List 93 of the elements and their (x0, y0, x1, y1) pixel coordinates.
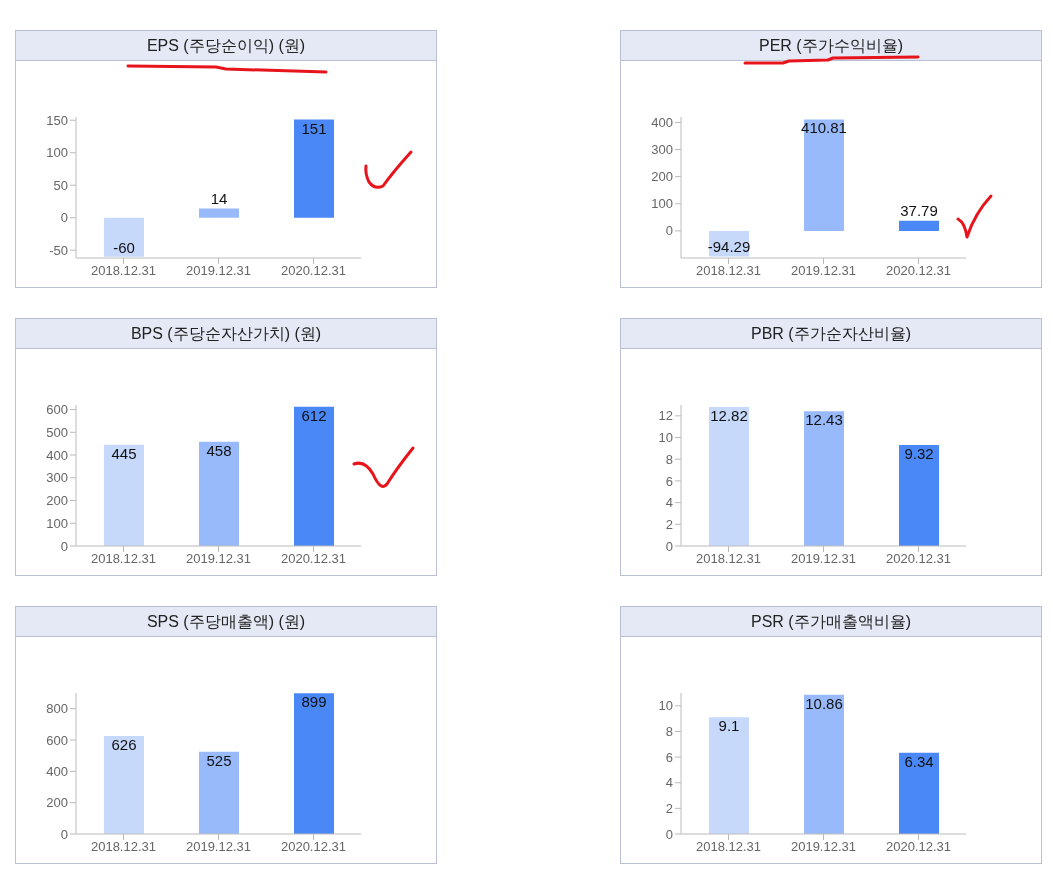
x-tick-label: 2019.12.31 (185, 263, 252, 279)
y-tick-label: 50 (53, 177, 68, 193)
x-tick-label: 2019.12.31 (185, 839, 252, 855)
y-tick-label: 0 (60, 826, 68, 842)
data-label: 12.82 (710, 406, 748, 424)
y-tick-label: 0 (665, 538, 673, 554)
x-tick-label: 2019.12.31 (185, 551, 252, 567)
data-label: 9.1 (718, 717, 740, 735)
data-label: 151 (301, 119, 327, 137)
y-tick-label: 8 (665, 724, 673, 740)
y-tick-label: 8 (665, 451, 673, 467)
bar (294, 119, 334, 218)
bar (294, 693, 334, 834)
x-tick-label: 2018.12.31 (695, 551, 762, 567)
bar (709, 717, 749, 834)
y-tick-label: 6 (665, 473, 673, 489)
data-label: 410.81 (801, 119, 847, 137)
data-label: 626 (111, 735, 137, 753)
y-tick-label: 100 (651, 196, 673, 212)
bar (104, 217, 144, 257)
data-label: 525 (206, 751, 232, 769)
x-tick-label: 2020.12.31 (280, 839, 347, 855)
bar (804, 411, 844, 546)
x-tick-label: 2018.12.31 (90, 839, 157, 855)
y-tick-label: 500 (46, 424, 68, 440)
y-tick-label: 100 (46, 515, 68, 531)
y-tick-label: -50 (49, 242, 68, 258)
x-tick-label: 2019.12.31 (790, 839, 857, 855)
y-tick-label: 800 (46, 701, 68, 717)
data-label: 37.79 (900, 201, 938, 219)
data-label: -60 (113, 238, 135, 256)
y-tick-label: 300 (651, 142, 673, 158)
y-tick-label: 400 (651, 115, 673, 131)
x-tick-label: 2019.12.31 (790, 551, 857, 567)
y-tick-label: 400 (46, 447, 68, 463)
x-tick-label: 2019.12.31 (790, 263, 857, 279)
y-tick-label: 150 (46, 112, 68, 128)
y-tick-label: 0 (60, 538, 68, 554)
data-label: 899 (301, 693, 327, 711)
bar (199, 441, 239, 546)
x-tick-label: 2020.12.31 (280, 263, 347, 279)
x-tick-label: 2018.12.31 (90, 551, 157, 567)
x-tick-label: 2018.12.31 (90, 263, 157, 279)
y-tick-label: 600 (46, 402, 68, 418)
y-tick-label: 600 (46, 732, 68, 748)
bar (104, 735, 144, 834)
chart-title: EPS (주당순이익) (원) (146, 37, 306, 54)
bar (199, 751, 239, 834)
bar (804, 694, 844, 834)
y-tick-label: 4 (665, 495, 673, 511)
chart-title: PER (주가수익비율) (759, 37, 903, 54)
bar (899, 220, 939, 231)
y-tick-label: 10 (658, 430, 673, 446)
x-tick-label: 2020.12.31 (885, 839, 952, 855)
x-tick-label: 2018.12.31 (695, 839, 762, 855)
bar (899, 444, 939, 546)
y-tick-label: 0 (665, 826, 673, 842)
bar (709, 406, 749, 546)
data-label: 445 (111, 444, 137, 462)
x-tick-label: 2020.12.31 (885, 551, 952, 567)
bar (199, 208, 239, 218)
chart-title: SPS (주당매출액) (원) (146, 613, 306, 630)
chart-title: PSR (주가매출액비율) (751, 613, 911, 630)
y-tick-label: 2 (665, 516, 673, 532)
data-label: 9.32 (904, 444, 934, 462)
x-tick-label: 2020.12.31 (885, 263, 952, 279)
chart-title: BPS (주당순자산가치) (원) (130, 325, 322, 342)
data-label: 612 (301, 406, 327, 424)
data-label: 10.86 (805, 694, 843, 712)
y-tick-label: 0 (60, 210, 68, 226)
bar (104, 444, 144, 546)
data-label: 458 (206, 441, 232, 459)
y-tick-label: 200 (651, 169, 673, 185)
y-tick-label: 2 (665, 800, 673, 816)
data-label: 12.43 (805, 411, 843, 429)
y-tick-label: 200 (46, 493, 68, 509)
y-tick-label: 6 (665, 749, 673, 765)
y-tick-label: 200 (46, 795, 68, 811)
y-tick-label: 0 (665, 223, 673, 239)
y-tick-label: 300 (46, 470, 68, 486)
y-tick-label: 12 (658, 408, 673, 424)
y-tick-label: 400 (46, 763, 68, 779)
x-tick-label: 2020.12.31 (280, 551, 347, 567)
y-tick-label: 100 (46, 145, 68, 161)
chart-title: PBR (주가순자산비율) (751, 325, 911, 342)
y-tick-label: 4 (665, 775, 673, 791)
bar (294, 406, 334, 546)
data-label: 6.34 (904, 752, 934, 770)
data-label: -94.29 (707, 238, 751, 256)
x-tick-label: 2018.12.31 (695, 263, 762, 279)
y-tick-label: 10 (658, 698, 673, 714)
data-label: 14 (210, 189, 228, 207)
bar (899, 752, 939, 834)
